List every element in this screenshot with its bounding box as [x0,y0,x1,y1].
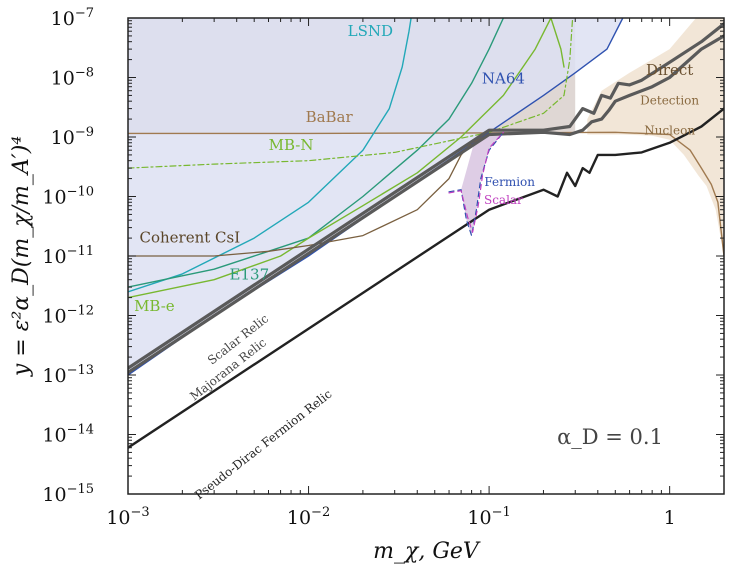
series-mb-n [128,18,574,169]
label-lsnd: LSND [348,22,393,40]
x-tick-label: 10−3 [106,505,149,529]
y-tick-label: 10−10 [42,185,94,209]
region-fermion-scalar-resonance [461,132,504,236]
series-scalar [448,131,504,233]
label-nucleon: Nucleon [644,124,695,138]
axis-ticks: 10−3 10−2 10−1 110−1510−1410−1310−1210−1110… [42,6,725,529]
series-majorana-relic [128,34,724,375]
label-pseudo-dirac-fermion-relic: Pseudo-Dirac Fermion Relic [192,387,334,503]
label-babar: BaBar [306,108,354,126]
y-tick-label: 10−15 [42,482,94,506]
x-tick-label: 10−2 [287,505,330,529]
label-coherent-csi: Coherent CsI [139,228,240,246]
series-mb-e [128,18,565,299]
shaded-regions [128,18,724,375]
constraint-lines [128,18,724,449]
y-tick-label: 10−8 [51,66,94,90]
label-direct: Direct [646,61,693,79]
label-mb-n: MB-N [269,136,314,154]
y-tick-label: 10−12 [42,304,94,328]
label-e137: E137 [230,266,270,284]
series-babar [128,131,724,257]
y-tick-label: 10−14 [42,423,94,447]
y-axis-label: y = ε²α_D(m_χ/m_A′)⁴ [9,136,34,377]
alpha-annotation: α_D = 0.1 [557,425,663,449]
region-na64 [128,18,623,375]
y-tick-label: 10−13 [42,363,94,387]
y-tick-label: 10−7 [51,6,94,30]
label-na64: NA64 [482,69,525,87]
y-tick-label: 10−11 [42,244,94,268]
label-mb-e: MB-e [134,297,175,315]
series-pseudo-dirac-fermion-relic [128,107,724,449]
y-tick-label: 10−9 [51,125,94,149]
series-scalar-relic [128,22,724,370]
region-direct-detection-nucleon [587,18,724,256]
series-e137 [128,18,505,288]
label-scalar: Scalar [484,193,523,207]
label-fermion: Fermion [484,175,535,189]
label-detection: Detection [640,94,699,108]
x-tick-label: 1 [664,507,676,529]
x-tick-label: 10−1 [467,505,510,529]
series-lsnd [128,18,412,293]
x-axis-label: m_χ, GeV [373,539,481,564]
series-fermion [448,131,504,237]
